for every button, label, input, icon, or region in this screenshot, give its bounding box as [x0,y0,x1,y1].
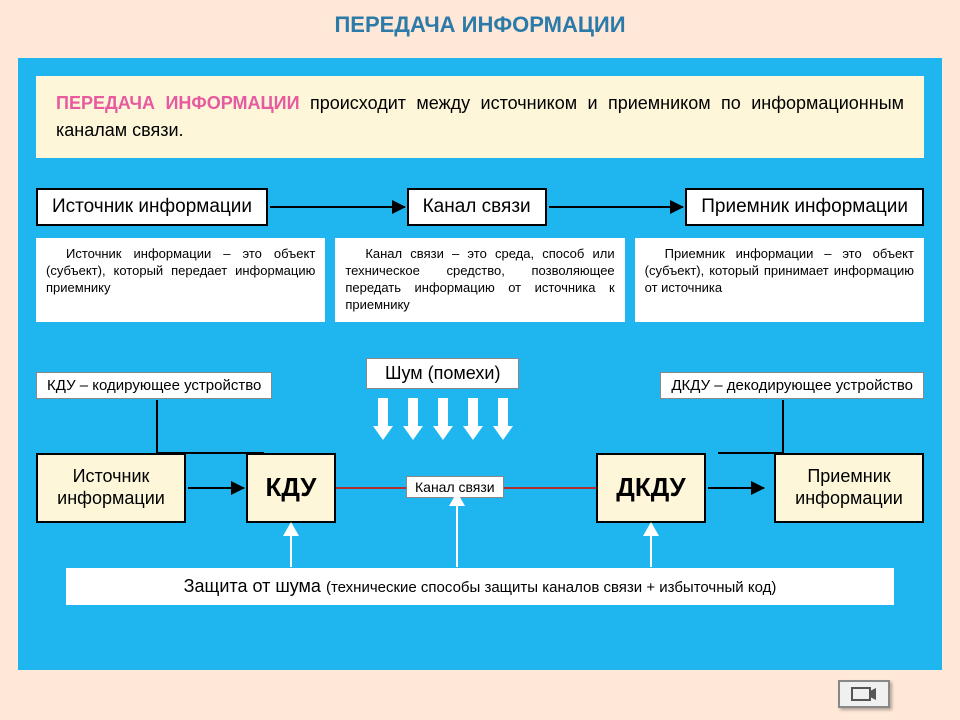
dkdu-node-label: ДКДУ [616,472,685,503]
noise-arrow-4 [468,398,478,428]
arrow-src-kdu [188,487,244,489]
source-node-label: Источник информации [38,466,184,509]
receiver-label: Приемник информации [701,196,908,217]
defense-sub-text: (технические способы защиты каналов связ… [326,579,776,596]
defense-main-text: Защита от шума [184,576,326,596]
conn-kdu-v [156,400,158,452]
arrow-dkdu-recv [708,487,764,489]
dkdu-explain-label: ДКДУ – декодирующее устройство [660,372,924,399]
dkdu-node: ДКДУ [596,453,706,523]
noise-arrow-5 [498,398,508,428]
defense-arrow-3 [650,532,652,567]
noise-label: Шум (помехи) [366,358,519,389]
diagram-area: ПЕРЕДАЧА ИНФОРМАЦИИ происходит между ист… [18,58,942,670]
channel-label: Канал связи [423,196,531,217]
source-desc: Источник информации – это объект (субъек… [36,238,325,322]
defense-box: Защита от шума (технические способы защи… [66,568,894,605]
source-node: Источник информации [36,453,186,523]
conn-dkdu-v [782,400,784,452]
source-box: Источник информации [36,188,268,226]
noise-arrow-3 [438,398,448,428]
description-row: Источник информации – это объект (субъек… [36,238,924,322]
noise-arrow-2 [408,398,418,428]
title-text: ПЕРЕДАЧА ИНФОРМАЦИИ [334,12,625,38]
arrow-2 [549,206,684,208]
receiver-node-label: Приемник информации [776,466,922,509]
bottom-diagram: КДУ – кодирующее устройство ДКДУ – декод… [36,358,924,648]
receiver-box: Приемник информации [685,188,924,226]
arrow-1 [270,206,405,208]
source-label: Источник информации [52,196,252,217]
receiver-node: Приемник информации [774,453,924,523]
definition-box: ПЕРЕДАЧА ИНФОРМАЦИИ происходит между ист… [36,76,924,158]
kdu-node: КДУ [246,453,336,523]
noise-arrow-1 [378,398,388,428]
channel-desc: Канал связи – это среда, способ или техн… [335,238,624,322]
flow-row-1: Источник информации Канал связи Приемник… [36,188,924,226]
camera-icon[interactable] [838,680,890,708]
defense-arrow-1 [290,532,292,567]
receiver-desc: Приемник информации – это объект (субъек… [635,238,924,322]
definition-highlight: ПЕРЕДАЧА ИНФОРМАЦИИ [56,93,300,113]
kdu-node-label: КДУ [266,472,317,503]
kdu-explain-label: КДУ – кодирующее устройство [36,372,272,399]
channel-box: Канал связи [407,188,547,226]
defense-arrow-2 [456,502,458,567]
page-title: ПЕРЕДАЧА ИНФОРМАЦИИ [0,0,960,50]
